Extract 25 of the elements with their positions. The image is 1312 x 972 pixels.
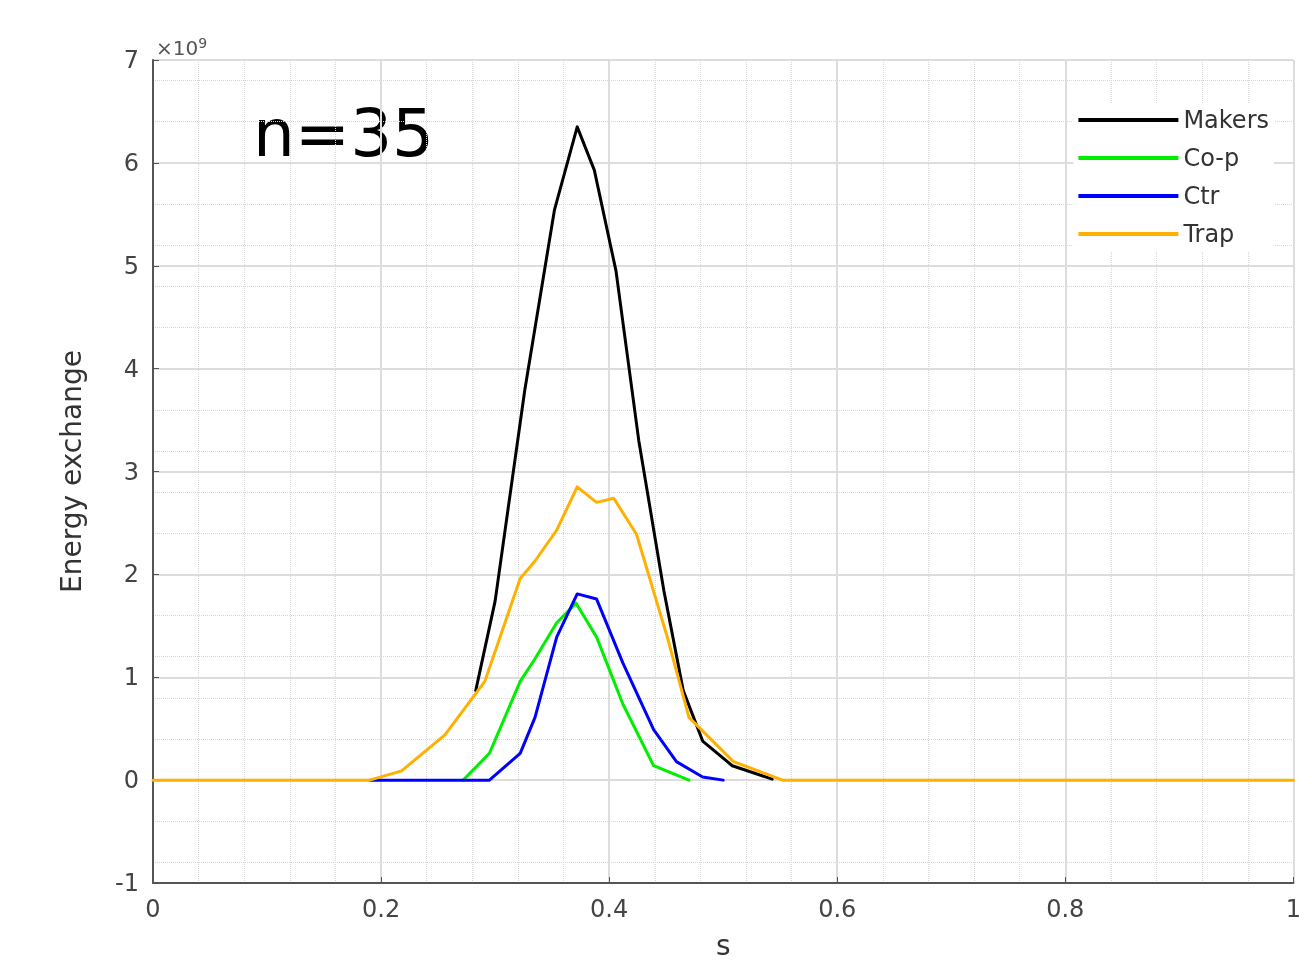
y-tick-label: 3 [123,457,139,486]
y-tick-label: 0 [123,766,139,795]
legend-label: Co-p [1183,144,1240,172]
y-axis-title: Energy exchange [54,350,88,593]
legend-label: Makers [1183,106,1269,134]
line-series [151,485,1295,782]
x-axis-title: s [715,928,731,962]
y-tick-label: 7 [123,46,139,74]
y-tick-label: 5 [123,251,139,280]
x-tick-label: 0.2 [361,895,401,923]
y-tick-label: 4 [123,354,139,383]
y-tick-label: 6 [123,148,139,177]
x-tick-label: 1 [1285,895,1302,923]
x-tick-label: 0.4 [590,895,629,923]
legend-label: Trap [1182,220,1235,248]
legend-label: Ctr [1183,182,1220,210]
y-tick-label: -1 [115,869,139,897]
y-tick-label: 1 [123,663,139,692]
y-tick-label: 2 [123,560,139,589]
x-tick-label: 0.6 [818,895,857,923]
x-tick-label: 0 [145,895,161,923]
x-tick-label: 0.8 [1046,895,1085,923]
line-series [461,601,691,782]
line-series [474,125,774,781]
line-series [368,592,725,782]
